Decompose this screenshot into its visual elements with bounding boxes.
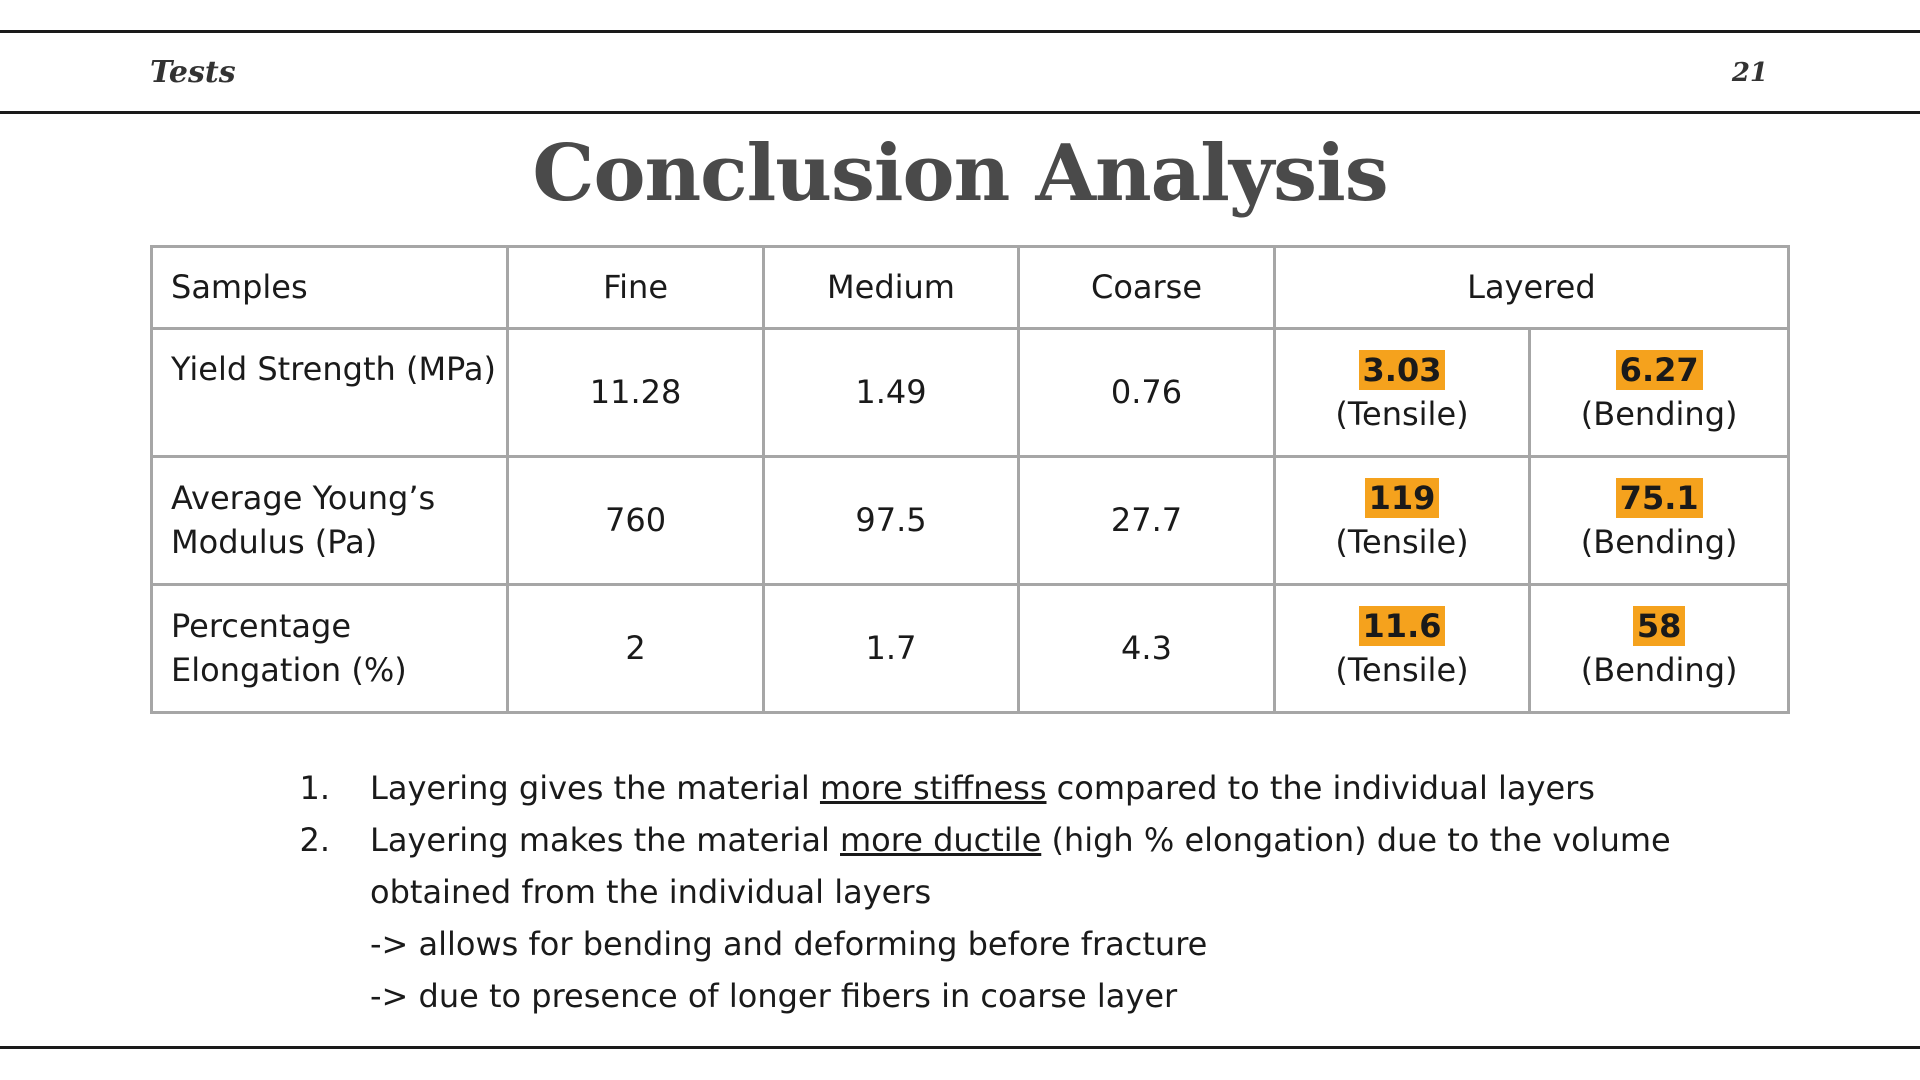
top-divider [0,30,1920,33]
test-type-label: (Bending) [1580,522,1738,561]
highlighted-value: 75.1 [1615,478,1703,519]
list-number: 1. [299,769,330,807]
highlighted-value: 6.27 [1615,350,1703,391]
row-label-line: Elongation (%) [171,650,407,689]
cell-coarse: 0.76 [1017,327,1276,458]
cell-coarse: 27.7 [1017,455,1276,586]
cell-layered-tensile: 3.03 (Tensile) [1272,327,1532,458]
table-row: Average Young’s Modulus (Pa) 760 97.5 27… [149,455,1790,586]
cell-medium: 1.7 [761,583,1021,714]
highlighted-value: 11.6 [1358,606,1446,647]
note-emphasis: more ductile [840,821,1042,859]
sub-point: -> allows for bending and deforming befo… [370,925,1208,963]
header-coarse: Coarse [1017,245,1276,330]
test-type-label: (Tensile) [1335,650,1469,689]
header-layered: Layered [1272,245,1791,330]
table-row: Yield Strength (MPa) 11.28 1.49 0.76 3.0… [149,327,1790,458]
section-label: Tests [150,55,236,90]
sub-point: -> due to presence of longer fibers in c… [370,977,1178,1015]
bottom-divider [0,1046,1920,1049]
test-type-label: (Bending) [1580,650,1738,689]
cell-layered-bending: 6.27 (Bending) [1528,327,1790,458]
row-label-youngs-modulus: Average Young’s Modulus (Pa) [149,455,510,586]
table-row: Percentage Elongation (%) 2 1.7 4.3 11.6… [149,583,1790,714]
note-emphasis: more stiffness [819,769,1047,807]
highlighted-value: 3.03 [1358,350,1446,391]
cell-coarse: 4.3 [1017,583,1276,714]
conclusion-notes: 1. Layering gives the material more stif… [290,762,1690,1022]
cell-medium: 97.5 [761,455,1021,586]
page-number: 21 [1731,58,1768,88]
cell-layered-tensile: 119 (Tensile) [1272,455,1532,586]
cell-fine: 760 [506,455,765,586]
cell-layered-bending: 58 (Bending) [1528,583,1790,714]
note-text: Layering gives the material [370,769,820,807]
note-text: Layering makes the material [370,821,840,859]
row-label-line: Average Young’s [171,479,436,518]
note-text: compared to the individual layers [1046,769,1595,807]
table-header-row: Samples Fine Medium Coarse Layered [149,245,1791,330]
slide-title: Conclusion Analysis [532,128,1388,219]
cell-layered-bending: 75.1 (Bending) [1528,455,1790,586]
test-type-label: (Bending) [1580,394,1738,433]
highlighted-value: 58 [1632,606,1686,647]
row-label-yield-strength: Yield Strength (MPa) [149,327,510,458]
list-item: 1. Layering gives the material more stif… [290,762,1690,814]
test-type-label: (Tensile) [1335,394,1469,433]
row-label-line: Modulus (Pa) [171,522,378,561]
note-continuation: obtained from the individual layers [370,873,932,911]
header-medium: Medium [761,245,1021,330]
row-label-elongation: Percentage Elongation (%) [149,583,510,714]
list-item: 2. Layering makes the material more duct… [290,814,1690,1022]
note-text: (high % elongation) due to the volume [1041,821,1671,859]
row-label-line: Percentage [171,607,352,646]
cell-fine: 11.28 [506,327,765,458]
cell-layered-tensile: 11.6 (Tensile) [1272,583,1532,714]
cell-fine: 2 [506,583,765,714]
cell-medium: 1.49 [761,327,1021,458]
results-table: Samples Fine Medium Coarse Layered Yield… [149,245,1791,714]
header-fine: Fine [506,245,765,330]
header-divider [0,111,1920,114]
header-samples: Samples [149,245,510,330]
list-number: 2. [299,821,330,859]
test-type-label: (Tensile) [1335,522,1469,561]
highlighted-value: 119 [1364,478,1440,519]
